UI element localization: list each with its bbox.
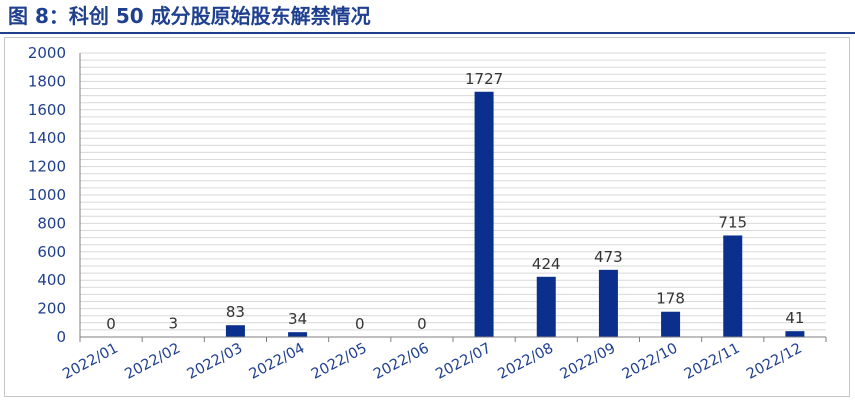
x-tick-label: 2022/02 bbox=[122, 340, 183, 382]
bar bbox=[225, 325, 245, 337]
y-tick-label: 1000 bbox=[28, 186, 66, 204]
data-label: 41 bbox=[785, 309, 804, 327]
chart-title: 图 8：科创 50 成分股原始股东解禁情况 bbox=[8, 4, 371, 28]
x-tick-label: 2022/01 bbox=[60, 340, 121, 382]
x-tick-label: 2022/09 bbox=[558, 340, 619, 382]
data-label: 83 bbox=[226, 303, 245, 321]
y-tick-label: 800 bbox=[37, 214, 66, 232]
data-label: 1727 bbox=[465, 70, 503, 88]
title-underline bbox=[0, 32, 855, 34]
x-tick-label: 2022/03 bbox=[185, 340, 246, 382]
bar bbox=[598, 269, 618, 337]
y-tick-label: 200 bbox=[37, 300, 66, 318]
bars bbox=[163, 91, 805, 338]
data-label: 178 bbox=[656, 290, 685, 308]
x-tick-label: 2022/12 bbox=[744, 340, 805, 382]
data-labels: 0 3 83 34 0 0 1727 424 473 178 715 41 bbox=[106, 70, 804, 333]
bar bbox=[536, 276, 556, 337]
x-tick-label: 2022/04 bbox=[247, 340, 308, 382]
data-label: 473 bbox=[594, 248, 623, 266]
data-label: 0 bbox=[106, 315, 116, 333]
data-label: 0 bbox=[417, 315, 427, 333]
data-label: 0 bbox=[355, 315, 365, 333]
y-tick-label: 1800 bbox=[28, 72, 66, 90]
data-label: 424 bbox=[532, 255, 561, 273]
grid-lines bbox=[80, 52, 826, 338]
x-tick-label: 2022/05 bbox=[309, 340, 370, 382]
x-tick-label: 2022/11 bbox=[682, 340, 743, 382]
y-tick-label: 2000 bbox=[28, 44, 66, 62]
bar bbox=[785, 331, 805, 337]
x-tick-label: 2022/10 bbox=[620, 340, 681, 382]
data-label: 34 bbox=[288, 310, 307, 328]
data-label: 715 bbox=[718, 213, 747, 231]
y-tick-label: 600 bbox=[37, 243, 66, 261]
x-tick-label: 2022/06 bbox=[371, 340, 432, 382]
bar bbox=[661, 311, 681, 337]
y-tick-label: 1600 bbox=[28, 101, 66, 119]
bar bbox=[288, 332, 308, 337]
y-tick-label: 400 bbox=[37, 271, 66, 289]
bar bbox=[474, 91, 494, 338]
chart-frame bbox=[4, 37, 850, 397]
x-tick-label: 2022/07 bbox=[433, 340, 494, 382]
y-tick-label: 1400 bbox=[28, 129, 66, 147]
data-label: 3 bbox=[168, 315, 178, 333]
y-tick-label: 1200 bbox=[28, 158, 66, 176]
x-axis: 2022/01 2022/02 2022/03 2022/04 2022/05 2022/… bbox=[60, 336, 827, 383]
y-axis: 0 200 400 600 800 1000 1200 1400 1600 1800 2000 bbox=[28, 44, 81, 346]
y-tick-label: 0 bbox=[56, 328, 66, 346]
x-tick-label: 2022/08 bbox=[495, 340, 556, 382]
bar bbox=[723, 235, 743, 337]
